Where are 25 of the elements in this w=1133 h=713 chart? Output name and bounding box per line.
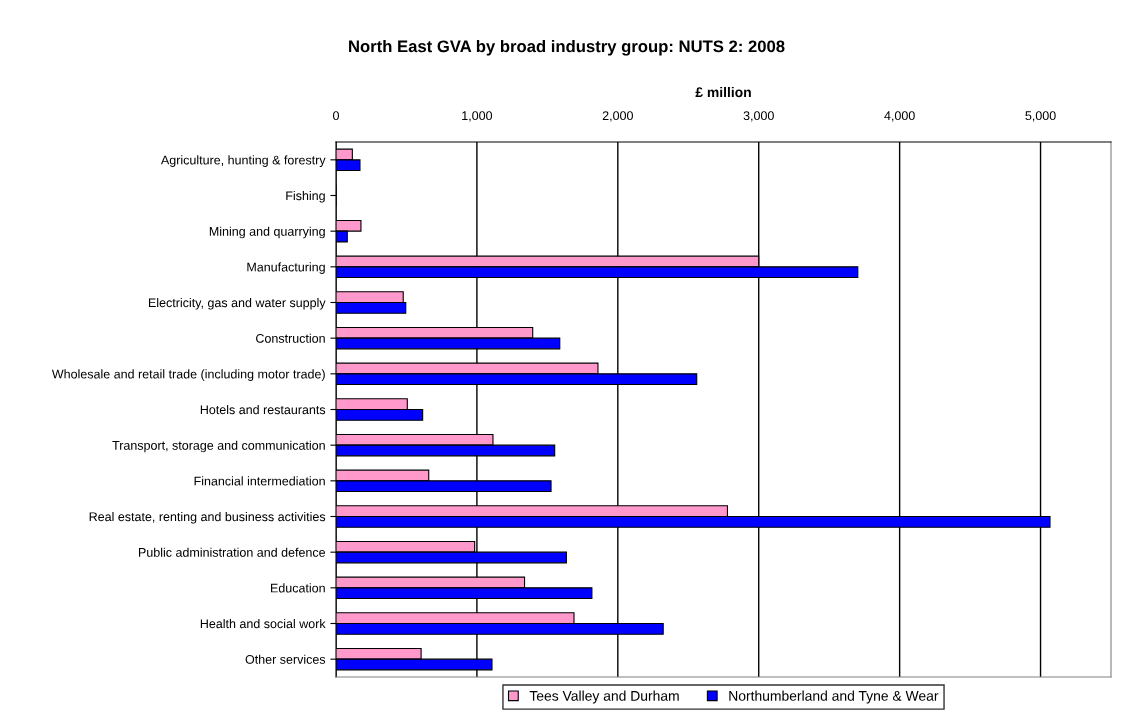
x-tick-label: 1,000 xyxy=(462,111,493,122)
x-tick-label: 2,000 xyxy=(602,111,633,122)
y-tick-label: Fishing xyxy=(286,190,325,203)
x-axis-title: £ million xyxy=(695,86,751,98)
legend-label: Northumberland and Tyne & Wear xyxy=(729,690,939,704)
y-tick-label: Real estate, renting and business activities xyxy=(89,511,326,524)
y-tick-label: Wholesale and retail trade (including motor trade) xyxy=(51,369,325,381)
x-tick-label: 3,000 xyxy=(743,111,774,122)
y-tick-label: Construction xyxy=(256,333,325,343)
y-tick-label: Health and social work xyxy=(200,618,326,629)
x-tick-label: 5,000 xyxy=(1025,111,1056,122)
y-tick-label: Education xyxy=(271,583,325,593)
y-tick-label: Transport, storage and communication xyxy=(112,440,325,453)
y-tick-label: Agriculture, hunting & forestry xyxy=(160,155,326,167)
y-tick-label: Other services xyxy=(245,654,326,664)
legend-label: Tees Valley and Durham xyxy=(529,690,679,704)
y-tick-label: Manufacturing xyxy=(247,262,325,274)
y-tick-label: Public administration and defence xyxy=(139,547,326,557)
y-tick-label: Electricity, gas and water supply xyxy=(148,297,326,310)
chart-title: North East GVA by broad industry group: NUTS 2: 2008 xyxy=(349,40,785,56)
y-tick-label: Hotels and restaurants xyxy=(200,404,326,415)
y-tick-label: Mining and quarrying xyxy=(209,226,325,239)
y-tick-label: Financial intermediation xyxy=(194,476,325,486)
x-tick-label: 4,000 xyxy=(884,111,915,122)
x-tick-label: 0 xyxy=(333,111,339,121)
